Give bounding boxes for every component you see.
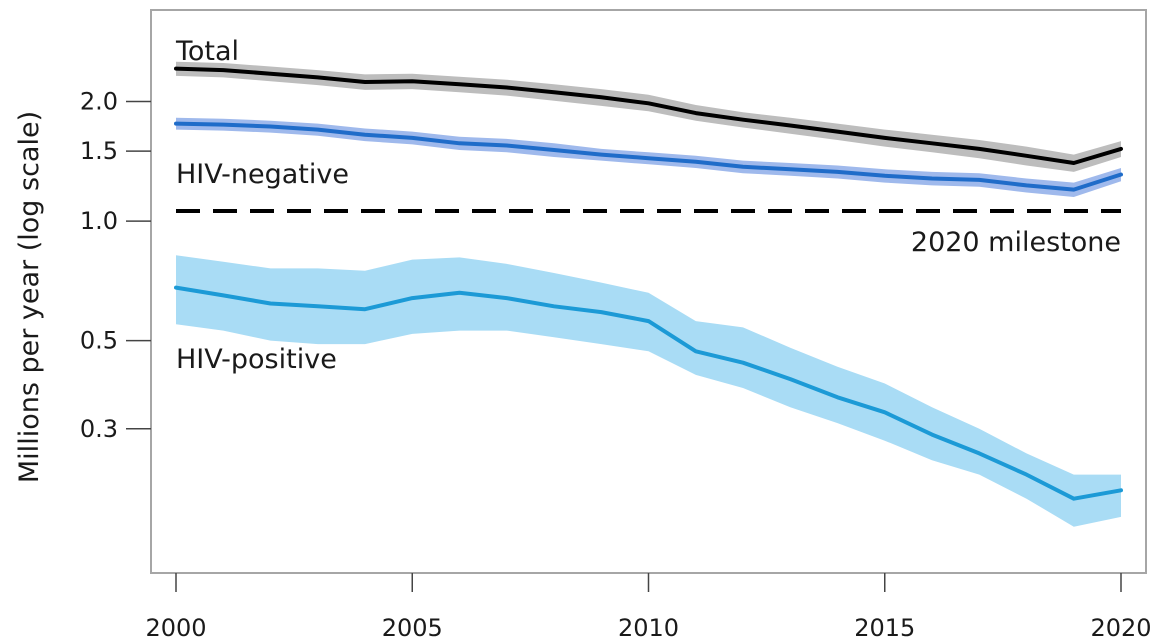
y-tick-label: 0.5 xyxy=(80,327,118,355)
x-axis: 2000 2005 2010 2015 2020 xyxy=(145,573,1152,642)
total-line xyxy=(174,66,1123,165)
series-labels: Total HIV-negative HIV-positive xyxy=(175,36,349,375)
y-axis: 0.3 0.5 1.0 1.5 2.0 xyxy=(80,88,151,443)
series-lines xyxy=(174,66,1123,501)
total-band xyxy=(176,61,1121,172)
hiv-positive-line xyxy=(174,285,1123,501)
y-tick-label: 1.5 xyxy=(80,137,118,165)
milestone-label: 2020 milestone xyxy=(911,227,1121,258)
x-tick-label: 2000 xyxy=(145,614,206,642)
x-tick-label: 2015 xyxy=(854,614,915,642)
x-tick-label: 2020 xyxy=(1090,614,1151,642)
x-tick-label: 2005 xyxy=(382,614,443,642)
y-tick-label: 1.0 xyxy=(80,207,118,235)
hiv-positive-label: HIV-positive xyxy=(176,344,337,375)
total-label: Total xyxy=(175,36,239,67)
y-axis-title: Millions per year (log scale) xyxy=(14,111,45,483)
hiv-negative-line xyxy=(174,121,1123,192)
hiv-negative-label: HIV-negative xyxy=(176,159,349,190)
x-tick-label: 2010 xyxy=(618,614,679,642)
y-tick-label: 2.0 xyxy=(80,88,118,116)
reference-line-group: 2020 milestone xyxy=(176,209,1121,258)
y-tick-label: 0.3 xyxy=(80,415,118,443)
hiv-positive-band xyxy=(176,255,1121,527)
